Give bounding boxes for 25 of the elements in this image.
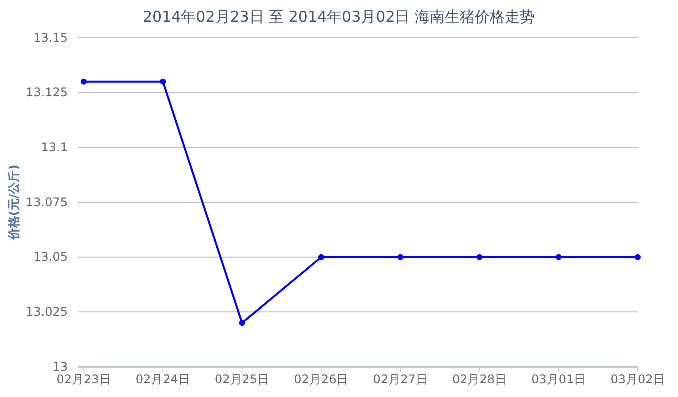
point (239, 320, 246, 326)
x-tick-label: 02月23日 (56, 372, 112, 387)
point (160, 78, 166, 85)
y-tick-label: 13.125 (26, 86, 68, 100)
point (81, 78, 87, 85)
point (318, 254, 324, 260)
x-tick-label: 03月02日 (610, 372, 666, 387)
x-tick-label: 02月26日 (294, 372, 349, 387)
x-tick-label: 03月01日 (532, 372, 586, 387)
y-tick-label: 13.1 (41, 140, 68, 155)
point (476, 254, 483, 260)
x-tick-label: 02月27日 (373, 372, 428, 387)
y-tick-label: 13.075 (26, 195, 68, 210)
y-tick-label: 13.05 (34, 250, 68, 264)
y-axis-title: 价格(元/公斤) (7, 164, 21, 242)
point (398, 254, 404, 260)
y-tick-label: 13.025 (26, 305, 68, 320)
x-tick-label: 02月25日 (215, 372, 270, 387)
y-tick-label: 13.15 (34, 30, 68, 45)
point (635, 254, 641, 260)
point (556, 254, 562, 260)
x-tick-label: 02月24日 (136, 372, 190, 387)
chart-title: 2014年02月23日 至 2014年03月02日 海南生猪价格走势 (143, 8, 535, 26)
y-tick-label: 13 (52, 360, 68, 374)
x-tick-label: 02月28日 (452, 372, 507, 387)
